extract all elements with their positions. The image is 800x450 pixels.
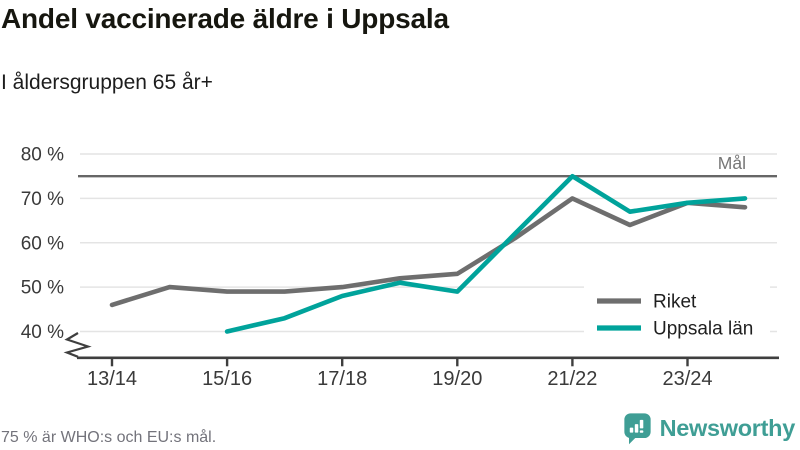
newsworthy-logo-icon <box>623 413 651 445</box>
series-line-uppsala-l-n <box>224 173 748 334</box>
axis-break-icon <box>63 332 92 358</box>
legend-label: Riket <box>653 292 697 313</box>
x-tick-label: 15/16 <box>202 368 252 390</box>
legend-background <box>584 286 770 342</box>
goal-label: Mål <box>718 153 746 173</box>
x-tick-label: 23/24 <box>662 368 712 390</box>
y-tick-label: 70 % <box>21 189 64 210</box>
newsworthy-logo: Newsworthy <box>622 411 795 445</box>
series-line-riket <box>109 196 748 308</box>
y-tick-label: 60 % <box>21 233 64 254</box>
legend-label: Uppsala län <box>653 319 753 340</box>
x-tick-label: 19/20 <box>432 368 482 390</box>
page-subtitle: I åldersgruppen 65 år+ <box>1 71 213 94</box>
footer-note: 75 % är WHO:s och EU:s mål. <box>1 429 217 446</box>
x-tick-label: 17/18 <box>317 368 367 390</box>
x-tick-label: 13/14 <box>87 368 137 390</box>
y-tick-label: 50 % <box>21 278 64 299</box>
y-tick-label: 80 % <box>21 145 64 166</box>
newsworthy-wordmark: Newsworthy <box>659 414 796 441</box>
x-tick-label: 21/22 <box>547 368 597 390</box>
page-title: Andel vaccinerade äldre i Uppsala <box>1 3 449 34</box>
y-tick-label: 40 % <box>21 322 64 343</box>
